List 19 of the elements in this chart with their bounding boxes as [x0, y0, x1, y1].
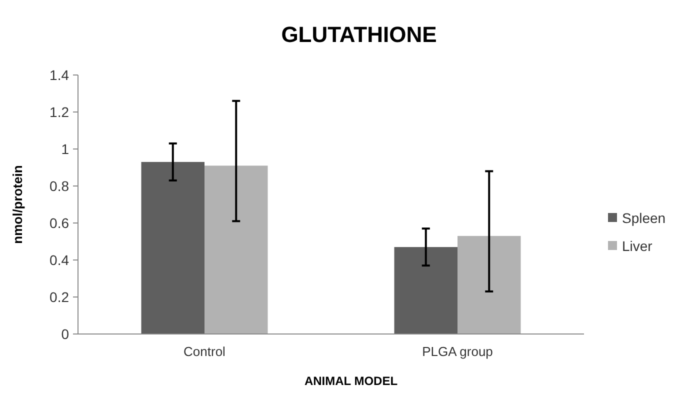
- chart-title: GLUTATHIONE: [281, 22, 437, 47]
- y-tick-label: 0.6: [50, 214, 70, 231]
- y-tick-label: 1: [61, 140, 70, 157]
- bar: [458, 236, 521, 334]
- y-tick-label: 0.2: [50, 288, 70, 305]
- legend-label: Spleen: [622, 210, 666, 226]
- y-tick-label: 0.8: [50, 178, 70, 194]
- bar: [141, 162, 204, 334]
- y-tick-label: 0: [61, 326, 70, 342]
- y-axis-title: nmol/protein: [10, 165, 25, 244]
- y-tick-label: 0.4: [50, 252, 70, 268]
- x-tick-label: Control: [184, 344, 226, 359]
- x-tick-label: PLGA group: [422, 344, 493, 359]
- legend-label: Liver: [622, 238, 653, 254]
- bar: [204, 166, 268, 334]
- x-axis-title: ANIMAL MODEL: [304, 374, 398, 388]
- y-tick-label: 1.4: [50, 66, 70, 83]
- bar: [394, 247, 458, 334]
- y-tick-label: 1.2: [50, 104, 70, 120]
